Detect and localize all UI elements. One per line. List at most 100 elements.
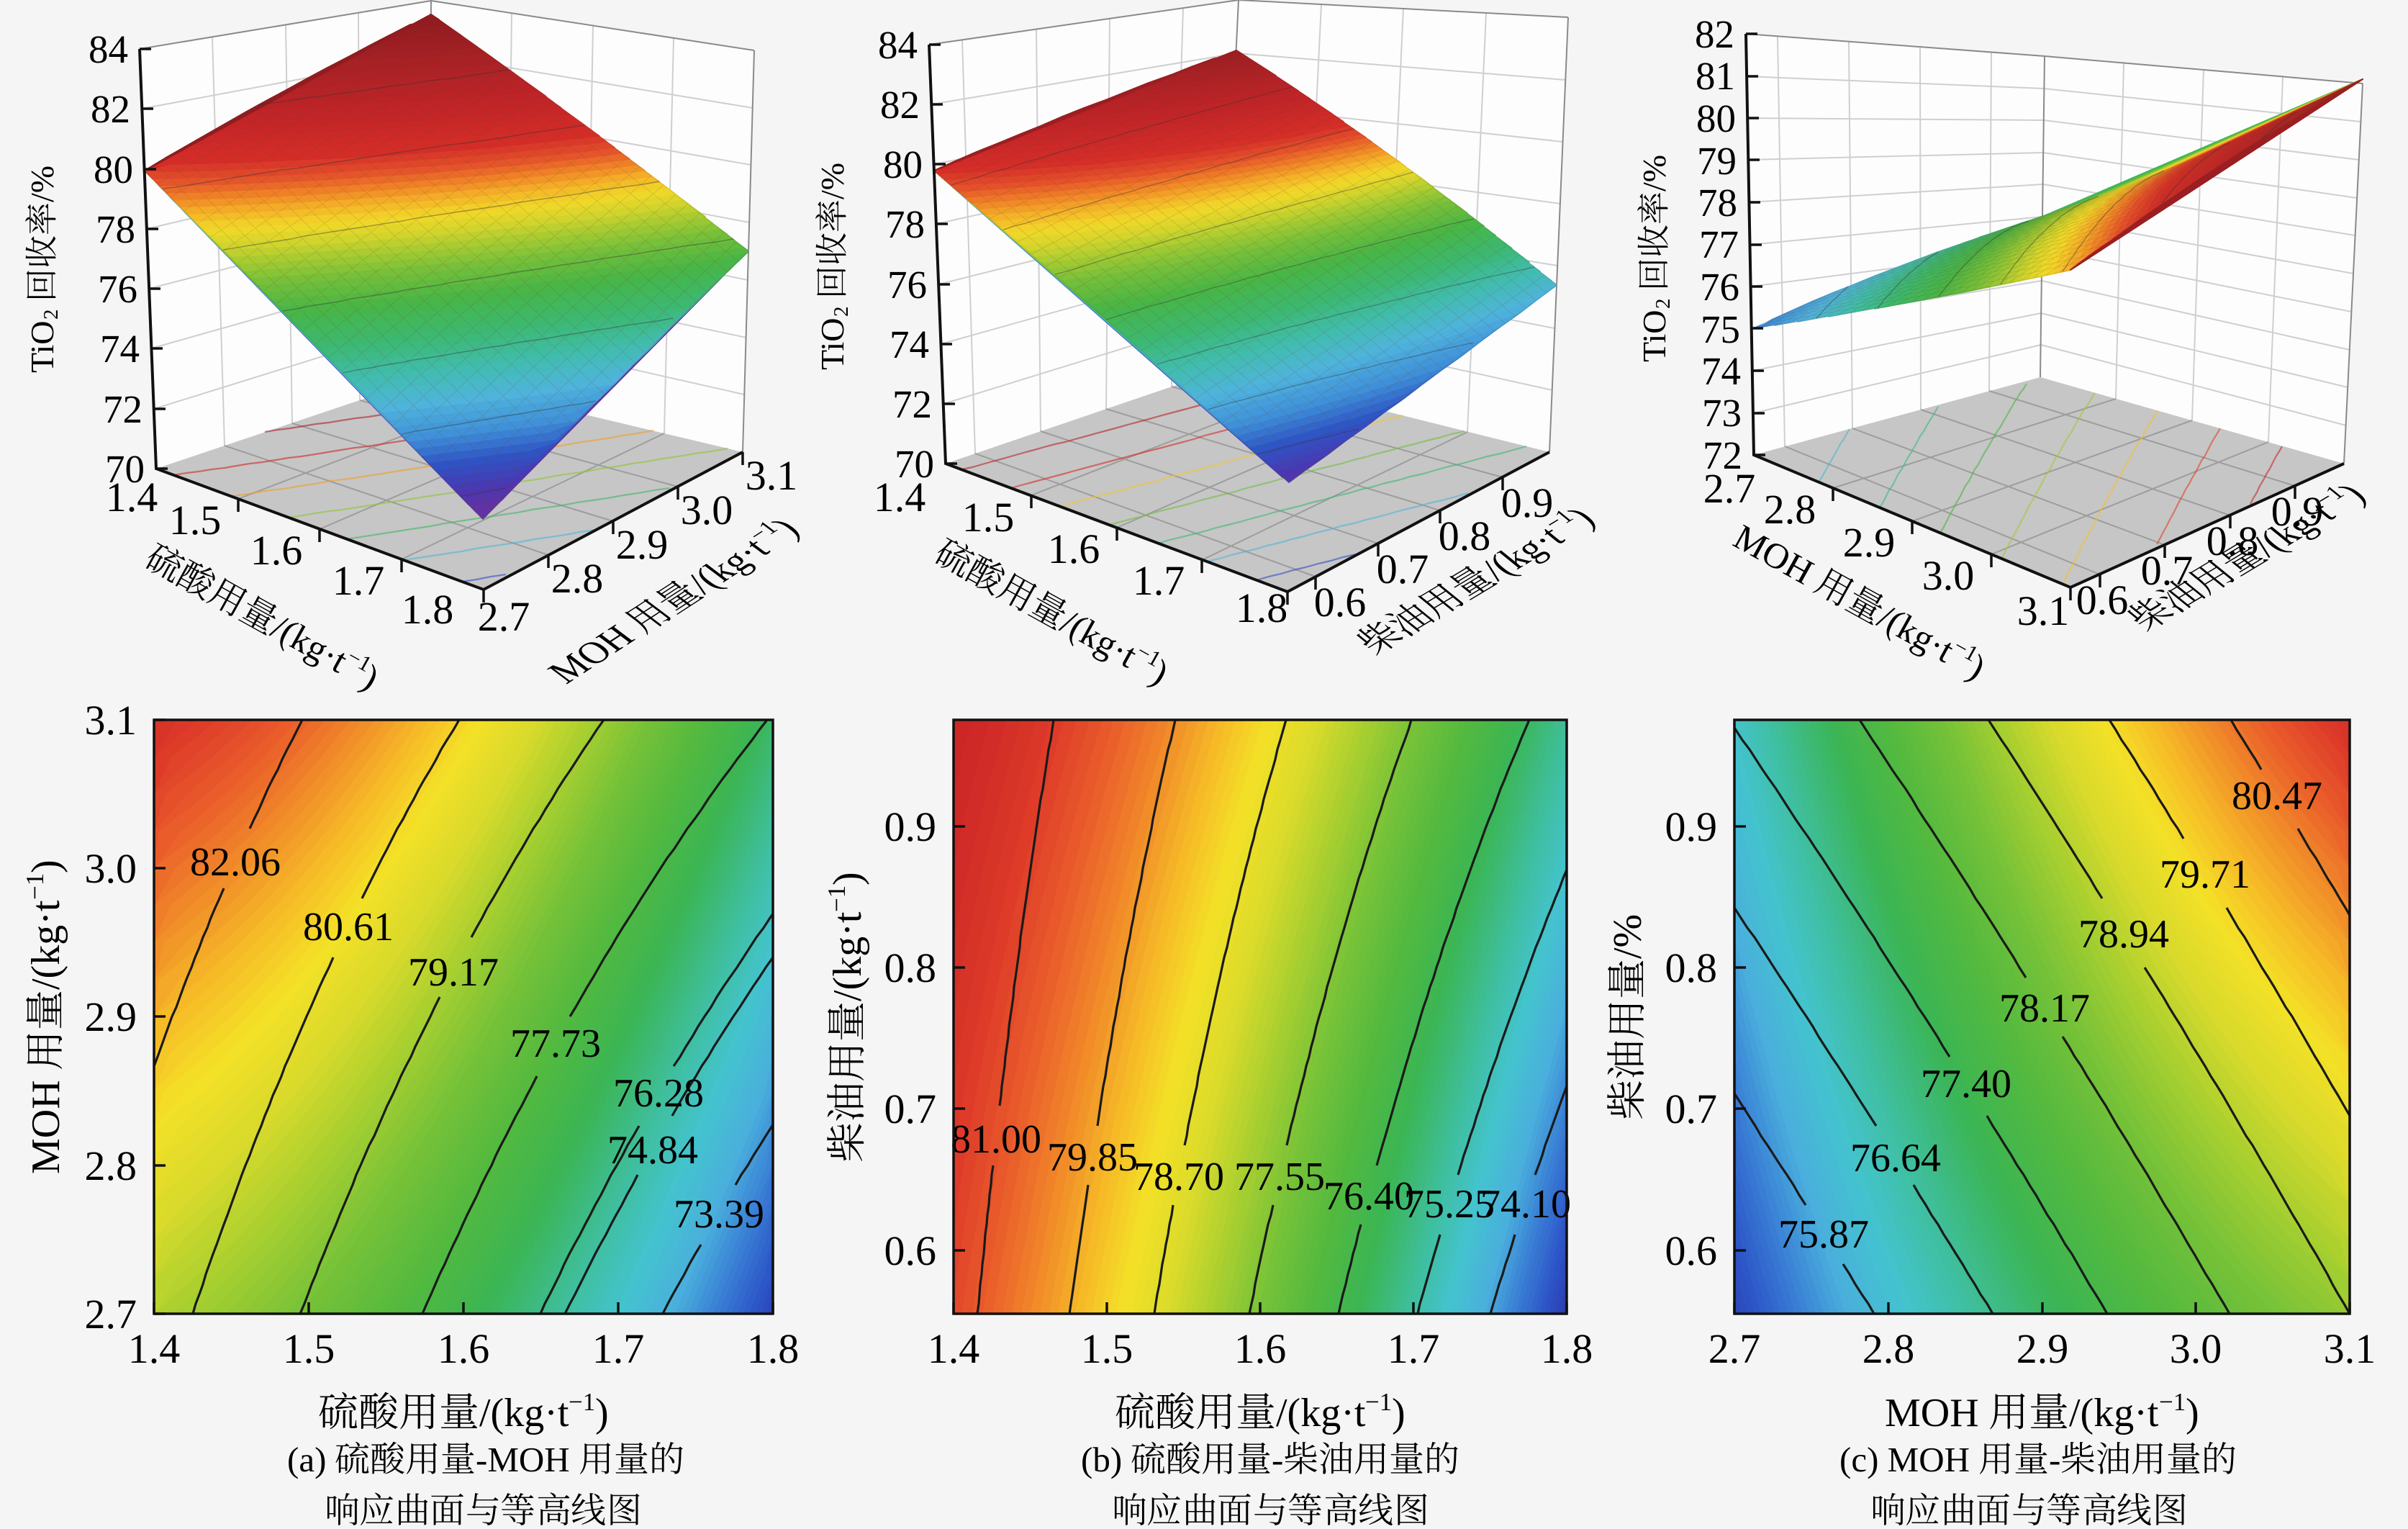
svg-text:MOH: MOH bbox=[24, 1080, 68, 1174]
svg-text:79.71: 79.71 bbox=[2160, 852, 2250, 897]
svg-text:0.9: 0.9 bbox=[884, 803, 937, 850]
svg-text:3.1: 3.1 bbox=[2324, 1325, 2376, 1372]
svg-text:77.73: 77.73 bbox=[510, 1021, 601, 1066]
svg-text:74: 74 bbox=[890, 323, 929, 366]
svg-text:74: 74 bbox=[1701, 349, 1741, 393]
svg-text:3.1: 3.1 bbox=[85, 697, 137, 744]
svg-text:0.8: 0.8 bbox=[884, 944, 937, 991]
svg-text:0.8: 0.8 bbox=[1439, 513, 1491, 559]
svg-text:3.0: 3.0 bbox=[85, 845, 137, 892]
svg-text:2.9: 2.9 bbox=[616, 521, 669, 568]
svg-text:1.6: 1.6 bbox=[1234, 1325, 1287, 1372]
svg-text:2.7: 2.7 bbox=[1703, 465, 1756, 512]
svg-text:76.40: 76.40 bbox=[1323, 1174, 1414, 1219]
svg-text:/%: /% bbox=[1636, 155, 1673, 191]
svg-text:72: 72 bbox=[892, 382, 932, 426]
svg-text:76.28: 76.28 bbox=[613, 1071, 704, 1116]
svg-text:75.87: 75.87 bbox=[1778, 1212, 1869, 1257]
svg-text:-: - bbox=[2049, 1440, 2060, 1479]
svg-text:-: - bbox=[1272, 1440, 1283, 1479]
svg-text:2.7: 2.7 bbox=[85, 1291, 137, 1338]
svg-text:2.9: 2.9 bbox=[85, 993, 137, 1040]
svg-text:0.6: 0.6 bbox=[2076, 577, 2129, 623]
svg-text:TiO: TiO bbox=[814, 318, 851, 370]
svg-text:1.4: 1.4 bbox=[928, 1325, 980, 1372]
svg-text:80: 80 bbox=[94, 148, 133, 191]
svg-text:2.8: 2.8 bbox=[85, 1142, 137, 1189]
svg-text:82: 82 bbox=[91, 87, 130, 131]
svg-text:TiO: TiO bbox=[24, 321, 60, 373]
svg-text:76: 76 bbox=[98, 267, 137, 311]
svg-text:80.61: 80.61 bbox=[303, 905, 394, 950]
svg-text:2: 2 bbox=[40, 310, 63, 320]
svg-text:2.9: 2.9 bbox=[1843, 519, 1896, 566]
svg-text:1.5: 1.5 bbox=[962, 494, 1015, 541]
svg-text:1.7: 1.7 bbox=[592, 1325, 645, 1372]
svg-text:2.7: 2.7 bbox=[1708, 1325, 1761, 1372]
svg-text:0.9: 0.9 bbox=[1501, 479, 1554, 526]
svg-text:): ) bbox=[2186, 1391, 2199, 1435]
svg-text:77.55: 77.55 bbox=[1234, 1155, 1325, 1199]
svg-text:−1: −1 bbox=[2159, 1388, 2186, 1416]
svg-text:0.6: 0.6 bbox=[1314, 579, 1367, 626]
svg-text:1.8: 1.8 bbox=[747, 1325, 800, 1372]
svg-text:0.7: 0.7 bbox=[1377, 546, 1429, 592]
svg-text:84: 84 bbox=[878, 23, 918, 67]
svg-text:80: 80 bbox=[1696, 96, 1736, 140]
svg-text:0.6: 0.6 bbox=[884, 1227, 937, 1274]
svg-text:0.7: 0.7 bbox=[2141, 547, 2194, 594]
svg-text:77.40: 77.40 bbox=[1921, 1062, 2011, 1106]
svg-text:): ) bbox=[595, 1391, 609, 1435]
svg-text:1.7: 1.7 bbox=[1388, 1325, 1440, 1372]
svg-text:78: 78 bbox=[885, 202, 925, 246]
svg-text:1.5: 1.5 bbox=[1081, 1325, 1133, 1372]
svg-text:1.6: 1.6 bbox=[438, 1325, 490, 1372]
svg-text:−1: −1 bbox=[569, 1388, 595, 1416]
svg-text:74.10: 74.10 bbox=[1480, 1182, 1571, 1227]
svg-text:/(kg·t: /(kg·t bbox=[825, 911, 870, 1001]
svg-text:−1: −1 bbox=[1365, 1388, 1392, 1416]
svg-text:/%: /% bbox=[814, 163, 851, 199]
svg-text:(c) MOH: (c) MOH bbox=[1839, 1440, 1970, 1479]
svg-text:1.8: 1.8 bbox=[1541, 1325, 1593, 1372]
svg-text:72: 72 bbox=[103, 387, 142, 431]
svg-text:76.64: 76.64 bbox=[1850, 1136, 1941, 1181]
svg-text:76: 76 bbox=[1700, 265, 1739, 309]
svg-text:84: 84 bbox=[89, 27, 128, 71]
svg-text:1.7: 1.7 bbox=[332, 557, 385, 604]
svg-text:73.39: 73.39 bbox=[674, 1192, 764, 1237]
svg-text:/(kg·t: /(kg·t bbox=[1276, 1391, 1366, 1435]
svg-text:3.0: 3.0 bbox=[1922, 552, 1975, 599]
svg-text:70: 70 bbox=[105, 447, 145, 491]
svg-text:/(kg·t: /(kg·t bbox=[479, 1391, 569, 1435]
svg-text:0.7: 0.7 bbox=[1665, 1086, 1718, 1132]
svg-text:-MOH: -MOH bbox=[476, 1440, 570, 1479]
svg-text:80.47: 80.47 bbox=[2232, 774, 2322, 818]
svg-text:2.8: 2.8 bbox=[1862, 1325, 1915, 1372]
svg-text:0.9: 0.9 bbox=[2271, 488, 2324, 535]
svg-text:1.5: 1.5 bbox=[283, 1325, 335, 1372]
svg-text:/%: /% bbox=[1606, 914, 1650, 959]
svg-text:3.1: 3.1 bbox=[2017, 587, 2070, 634]
svg-text:0.7: 0.7 bbox=[884, 1086, 937, 1132]
svg-text:(b): (b) bbox=[1081, 1440, 1122, 1479]
svg-text:74.84: 74.84 bbox=[607, 1128, 698, 1173]
svg-text:/%: /% bbox=[24, 166, 60, 202]
svg-text:2.7: 2.7 bbox=[478, 593, 530, 640]
svg-text:): ) bbox=[1392, 1391, 1406, 1435]
svg-text:80: 80 bbox=[883, 143, 923, 186]
svg-text:−1: −1 bbox=[823, 885, 851, 912]
svg-text:1.4: 1.4 bbox=[106, 474, 158, 520]
svg-text:2.8: 2.8 bbox=[1764, 486, 1816, 533]
svg-text:75: 75 bbox=[1701, 307, 1740, 351]
svg-text:79.17: 79.17 bbox=[408, 950, 499, 995]
svg-text:79: 79 bbox=[1697, 139, 1737, 183]
svg-text:78.70: 78.70 bbox=[1133, 1155, 1224, 1199]
svg-text:−1: −1 bbox=[21, 873, 49, 900]
svg-text:(a): (a) bbox=[287, 1440, 326, 1479]
svg-text:): ) bbox=[24, 860, 68, 873]
svg-text:2.8: 2.8 bbox=[551, 555, 604, 602]
svg-text:76: 76 bbox=[887, 263, 927, 307]
svg-text:/(kg·t: /(kg·t bbox=[2069, 1391, 2159, 1435]
svg-text:78: 78 bbox=[96, 207, 135, 251]
